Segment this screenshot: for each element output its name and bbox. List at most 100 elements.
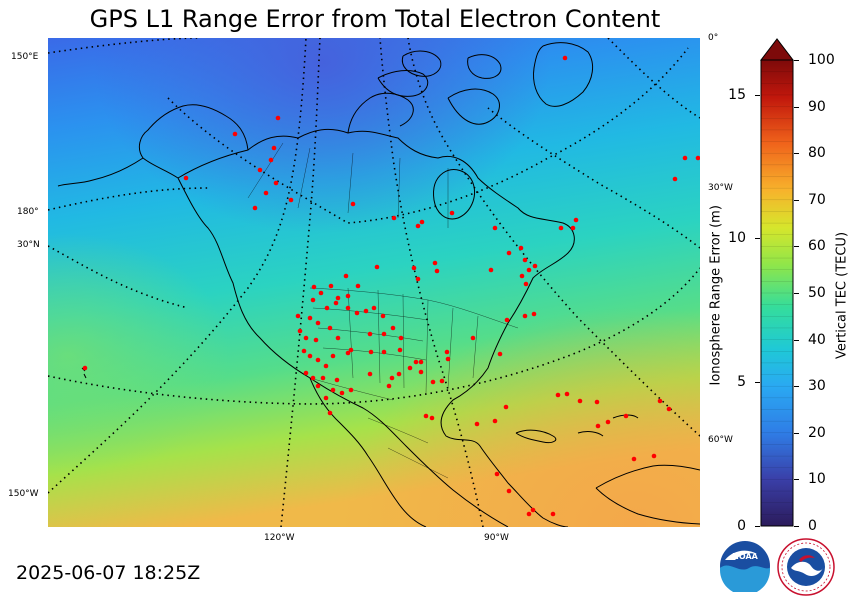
station-marker xyxy=(295,313,301,319)
graticule-label-150w: 150°W xyxy=(8,489,39,499)
station-marker xyxy=(328,283,334,289)
station-marker xyxy=(397,347,403,353)
colorbar-tick-mark xyxy=(794,432,799,434)
station-marker xyxy=(335,335,341,341)
graticule-label-120w: 120°W xyxy=(264,533,295,543)
station-marker xyxy=(430,379,436,385)
graticule-label-0: 0° xyxy=(708,33,719,43)
station-marker xyxy=(695,155,700,161)
graticule-label-60w: 60°W xyxy=(708,435,733,445)
station-marker xyxy=(386,383,392,389)
station-marker xyxy=(310,297,316,303)
station-marker xyxy=(273,180,279,186)
station-marker xyxy=(492,418,498,424)
station-marker xyxy=(307,315,313,321)
station-marker xyxy=(434,268,440,274)
graticule xyxy=(48,38,700,527)
colorbar-tick-mark xyxy=(794,60,799,61)
colorbar-gradient xyxy=(760,59,794,527)
station-marker xyxy=(339,390,345,396)
station-marker xyxy=(396,371,402,377)
colorbar-tick-meters: 5 xyxy=(737,374,746,391)
nws-logo xyxy=(777,538,835,596)
station-marker xyxy=(494,471,500,477)
station-marker xyxy=(523,281,529,287)
colorbar-tick-tecu: 40 xyxy=(808,331,826,348)
station-marker xyxy=(631,456,637,462)
station-marker xyxy=(381,331,387,337)
station-marker xyxy=(449,210,455,216)
station-marker xyxy=(343,273,349,279)
colorbar-tick-mark xyxy=(794,153,799,155)
station-marker xyxy=(345,350,351,356)
station-marker xyxy=(526,511,532,517)
station-marker xyxy=(594,399,600,405)
station-marker xyxy=(595,423,601,429)
station-marker xyxy=(398,335,404,341)
colorbar-tick-mark xyxy=(755,238,760,240)
station-marker xyxy=(320,375,326,381)
station-marker xyxy=(374,264,380,270)
station-marker xyxy=(318,290,324,296)
colorbar-label-tecu: Vertical TEC (TECU) xyxy=(834,231,850,360)
colorbar-tick-mark xyxy=(794,199,799,201)
gnss-stations xyxy=(82,55,700,517)
colorbar-tick-mark xyxy=(794,339,799,341)
station-marker xyxy=(345,293,351,299)
station-marker xyxy=(573,217,579,223)
station-marker xyxy=(558,225,564,231)
graticule-label-150e: 150°E xyxy=(11,52,39,62)
station-marker xyxy=(497,351,503,357)
station-marker xyxy=(232,131,238,137)
tec-map xyxy=(48,38,700,527)
colorbar-tick-mark xyxy=(755,382,760,384)
station-marker xyxy=(301,348,307,354)
station-marker xyxy=(311,284,317,290)
station-marker xyxy=(492,225,498,231)
colorbar-tick-tecu: 80 xyxy=(808,145,826,162)
station-marker xyxy=(518,245,524,251)
station-marker xyxy=(413,359,419,365)
station-marker xyxy=(367,371,373,377)
station-marker xyxy=(411,265,417,271)
station-marker xyxy=(657,398,663,404)
station-marker xyxy=(506,250,512,256)
station-marker xyxy=(275,115,281,121)
station-marker xyxy=(310,375,316,381)
valid-time: 2025-06-07 18:25Z xyxy=(16,562,201,584)
station-marker xyxy=(345,305,351,311)
station-marker xyxy=(390,325,396,331)
graticule-label-180: 180° xyxy=(17,207,39,217)
station-marker xyxy=(522,313,528,319)
station-marker xyxy=(183,175,189,181)
station-marker xyxy=(350,201,356,207)
station-marker xyxy=(407,365,413,371)
colorbar-tick-meters: 15 xyxy=(728,86,746,103)
station-marker xyxy=(530,507,536,513)
graticule-label-30w: 30°W xyxy=(708,183,733,193)
station-marker xyxy=(327,325,333,331)
station-marker xyxy=(323,395,329,401)
station-marker xyxy=(297,328,303,334)
station-marker xyxy=(368,349,374,355)
noaa-logo-text: NOAA xyxy=(732,552,758,561)
colorbar-tick-mark xyxy=(794,246,799,248)
station-marker xyxy=(570,225,576,231)
colorbar-tick-mark xyxy=(794,106,799,108)
station-marker xyxy=(415,276,421,282)
station-marker xyxy=(303,370,309,376)
station-marker xyxy=(288,197,294,203)
colorbar-tick-tecu: 10 xyxy=(808,471,826,488)
station-marker xyxy=(333,300,339,306)
station-marker xyxy=(605,419,611,425)
colorbar-tick-tecu: 50 xyxy=(808,285,826,301)
station-marker xyxy=(532,263,538,269)
station-marker xyxy=(271,145,277,151)
colorbar-tick-tecu: 20 xyxy=(808,424,826,441)
station-marker xyxy=(503,404,509,410)
colorbar-tick-tecu: 100 xyxy=(808,52,835,68)
colorbar-label-meters: Ionosphere Range Error (m) xyxy=(708,205,724,386)
graticule-label-30n: 30°N xyxy=(17,240,40,250)
station-marker xyxy=(531,311,537,317)
map-title: GPS L1 Range Error from Total Electron C… xyxy=(89,5,661,33)
